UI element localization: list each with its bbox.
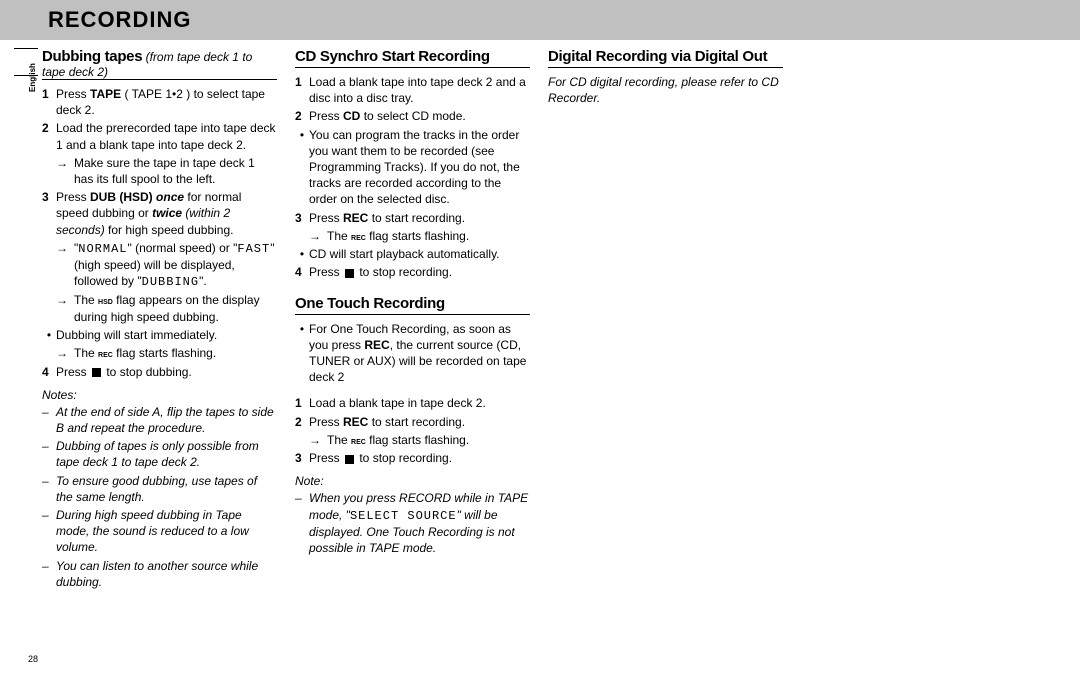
sub-step: →The rec flag starts flashing. xyxy=(309,228,530,245)
bullet: •You can program the tracks in the order… xyxy=(295,127,530,208)
language-tab: English xyxy=(18,55,32,83)
header-bar: Recording xyxy=(0,0,1080,40)
sub-step: → Make sure the tape in tape deck 1 has … xyxy=(56,155,277,187)
section-heading-one-touch: One Touch Recording xyxy=(295,295,530,312)
section-heading-digital-out: Digital Recording via Digital Out xyxy=(548,48,783,65)
notes-heading: Notes: xyxy=(42,388,277,402)
sub-step: →The rec flag starts flashing. xyxy=(309,432,530,449)
digital-out-text: For CD digital recording, please refer t… xyxy=(548,74,783,106)
section-heading-cd-synchro: CD Synchro Start Recording xyxy=(295,48,530,65)
step: 2Press REC to start recording. xyxy=(295,414,530,430)
page-number: 28 xyxy=(28,654,38,664)
bullet: • Dubbing will start immediately. xyxy=(42,327,277,343)
note: –Dubbing of tapes is only possible from … xyxy=(42,438,277,470)
page-title: Recording xyxy=(48,7,191,33)
step: 4Press to stop recording. xyxy=(295,264,530,280)
sub-step: → The hsd flag appears on the display du… xyxy=(56,292,277,325)
step: 1 Press TAPE ( TAPE 1•2 ) to select tape… xyxy=(42,86,277,118)
note: –You can listen to another source while … xyxy=(42,558,277,590)
sub-step: → The rec flag starts flashing. xyxy=(56,345,277,362)
language-label: English xyxy=(28,63,37,92)
step: 1Load a blank tape into tape deck 2 and … xyxy=(295,74,530,106)
content-area: Dubbing tapes (from tape deck 1 to tape … xyxy=(0,40,1080,614)
notes-heading: Note: xyxy=(295,474,530,488)
note: –During high speed dubbing in Tape mode,… xyxy=(42,507,277,556)
step: 1Load a blank tape in tape deck 2. xyxy=(295,395,530,411)
step: 2 Load the prerecorded tape into tape de… xyxy=(42,120,277,152)
note: –At the end of side A, flip the tapes to… xyxy=(42,404,277,436)
note: –To ensure good dubbing, use tapes of th… xyxy=(42,473,277,505)
column-digital-out: Digital Recording via Digital Out For CD… xyxy=(548,48,783,604)
stop-icon xyxy=(345,455,354,464)
step: 3Press REC to start recording. xyxy=(295,210,530,226)
stop-icon xyxy=(345,269,354,278)
step: 4 Press to stop dubbing. xyxy=(42,364,277,380)
step: 3Press to stop recording. xyxy=(295,450,530,466)
section-heading-dubbing: Dubbing tapes (from tape deck 1 to tape … xyxy=(42,48,277,79)
column-dubbing: Dubbing tapes (from tape deck 1 to tape … xyxy=(42,48,277,604)
sub-step: → "NORMAL" (normal speed) or "FAST" (hig… xyxy=(56,240,277,291)
bullet: •For One Touch Recording, as soon as you… xyxy=(295,321,530,386)
stop-icon xyxy=(92,368,101,377)
note: –When you press RECORD while in TAPE mod… xyxy=(295,490,530,556)
step: 2Press CD to select CD mode. xyxy=(295,108,530,124)
bullet: •CD will start playback automatically. xyxy=(295,246,530,262)
step: 3 Press DUB (HSD) once for normal speed … xyxy=(42,189,277,238)
column-cd-synchro: CD Synchro Start Recording 1Load a blank… xyxy=(295,48,530,604)
